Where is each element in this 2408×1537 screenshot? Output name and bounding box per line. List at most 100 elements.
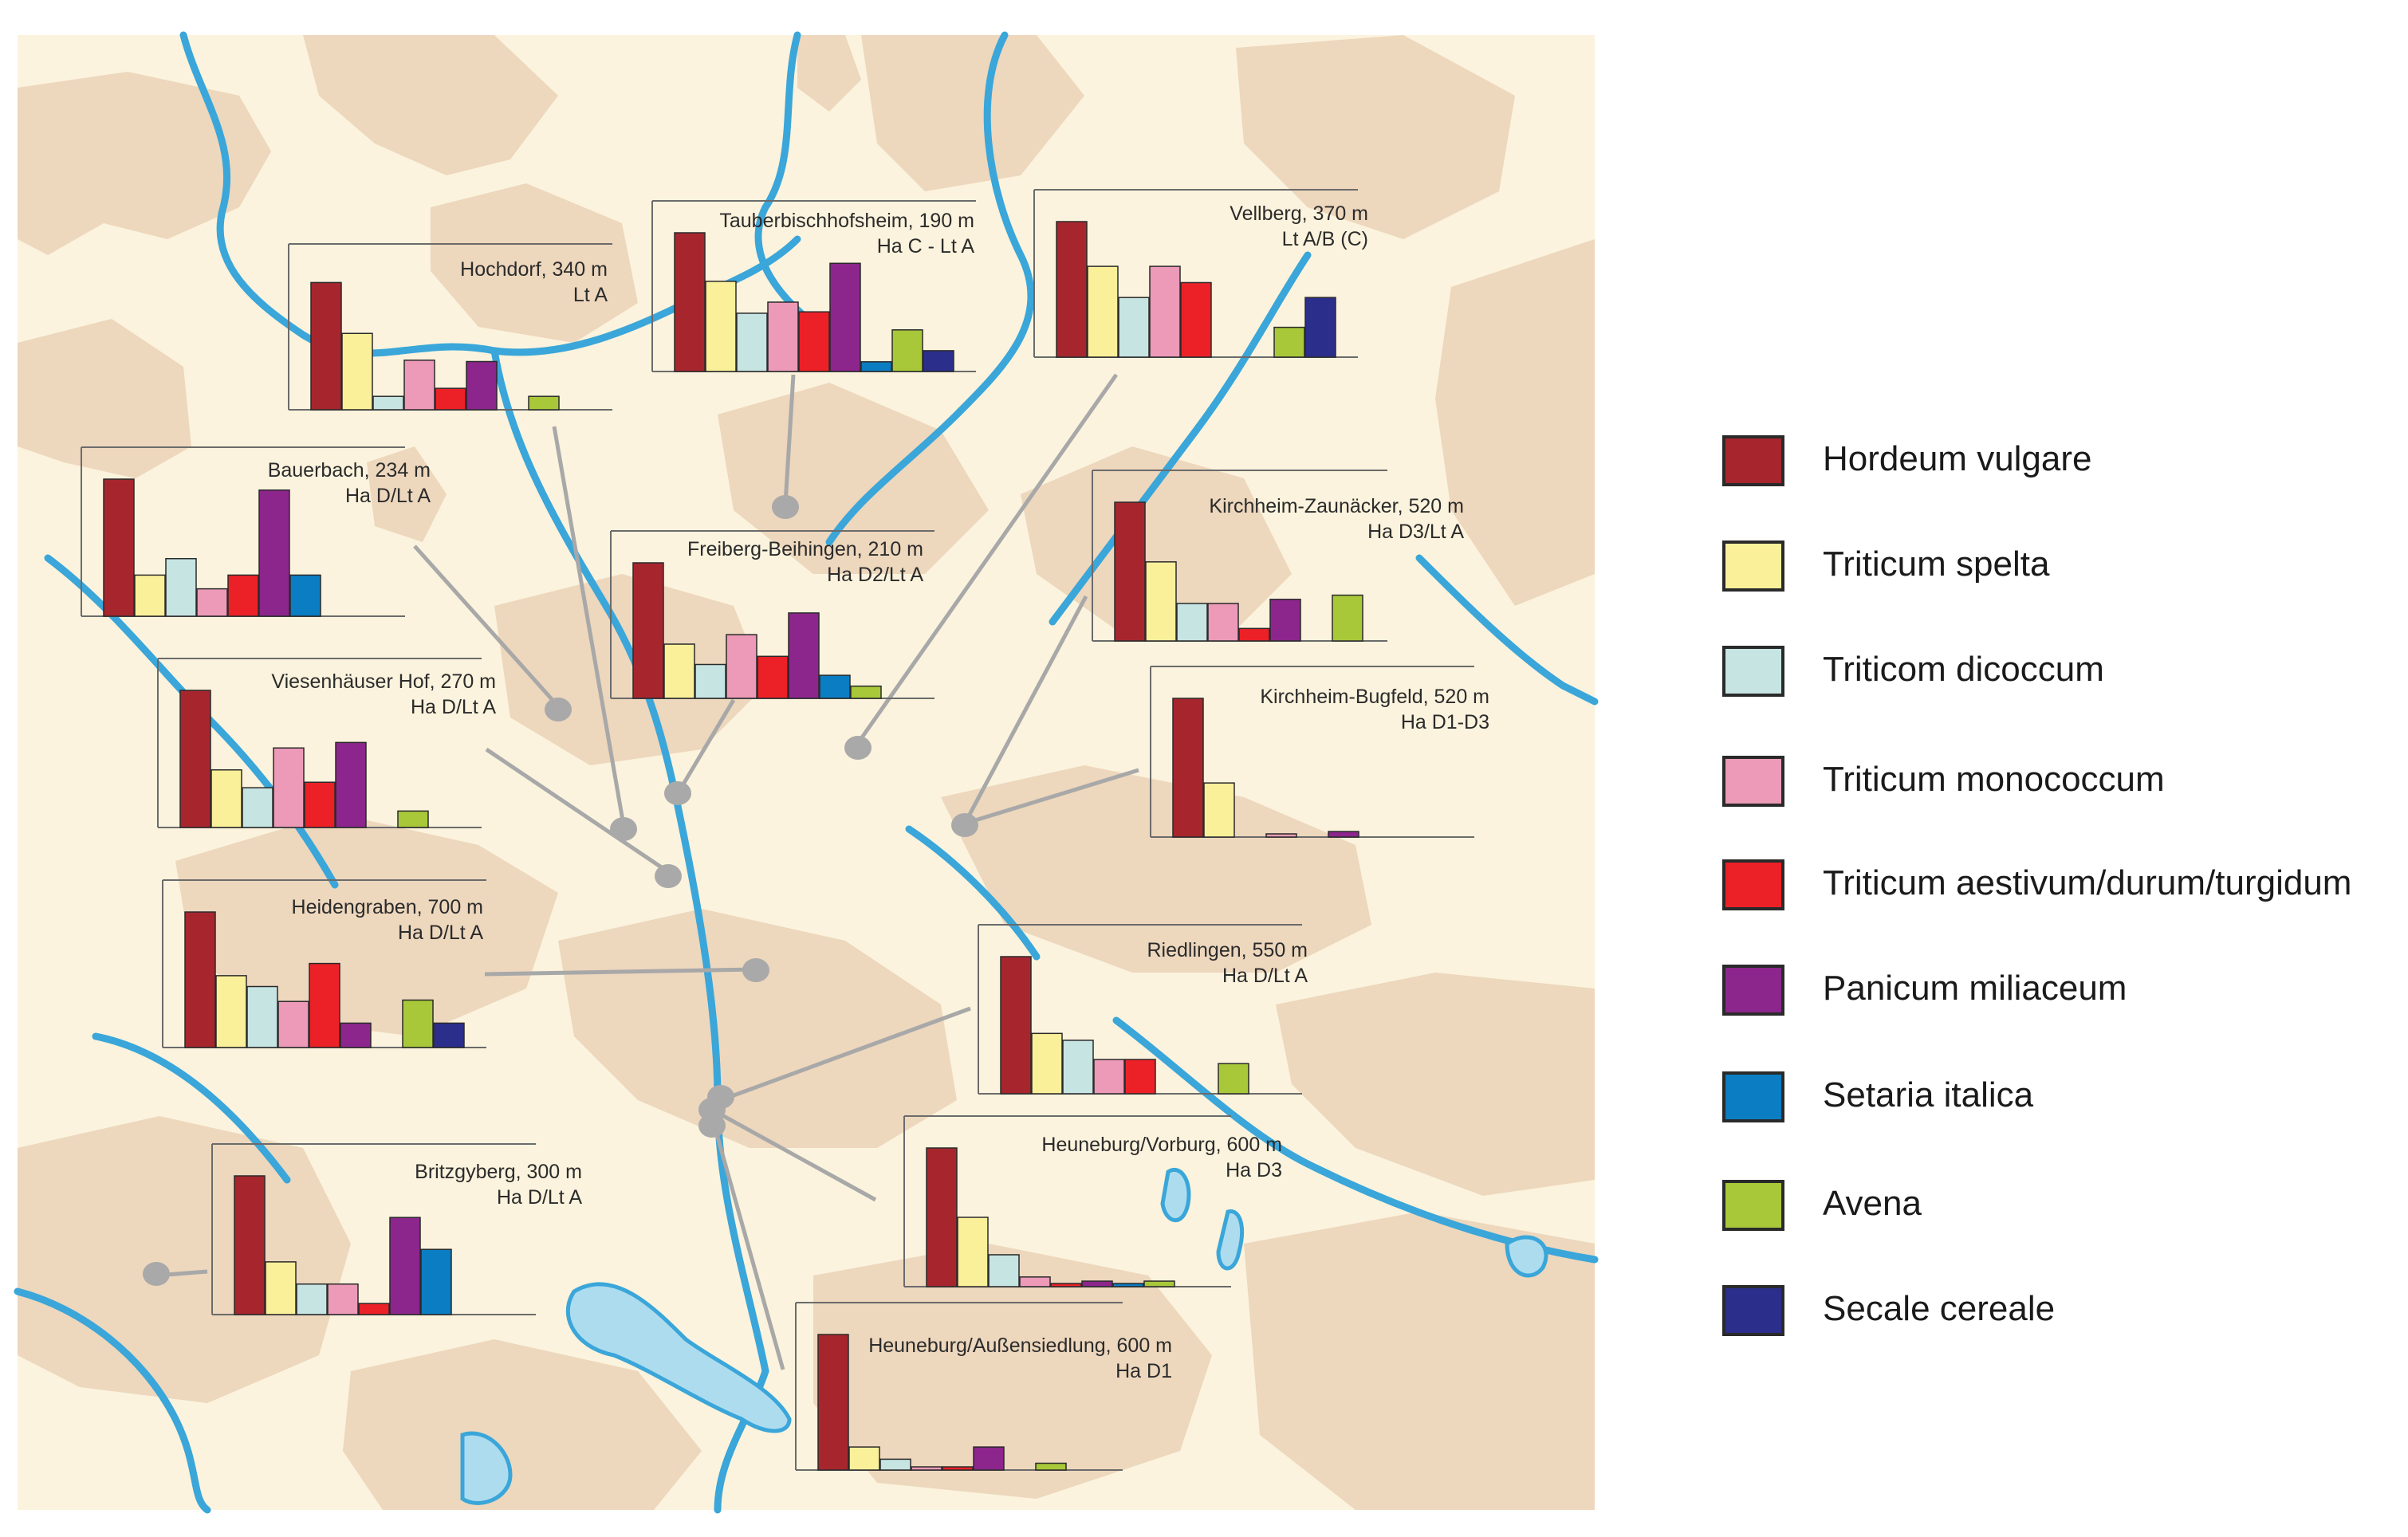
site-name: Freiberg-Beihingen, 210 m [687,538,923,560]
bar [1304,297,1336,358]
site-period: Ha D1 [1115,1360,1172,1382]
leader-heuneburg-vorburg [719,1112,877,1202]
bar [289,574,321,617]
bar [1035,1462,1067,1471]
bar [848,1446,880,1471]
bar [196,588,228,617]
bar [466,360,498,411]
site-chart: Riedlingen, 550 m Ha D/Lt A [978,924,1308,1095]
bar [265,1261,297,1315]
bar [402,999,434,1048]
site-name: Heuneburg/Vorburg, 600 m [1041,1134,1282,1156]
site-period: Ha D/Lt A [497,1186,582,1209]
bar [891,329,923,372]
pin-vellberg [844,736,872,760]
bar [1238,627,1270,642]
site-pins [143,495,978,1286]
site-chart: Britzgyberg, 300 m Ha D/Lt A [211,1143,582,1315]
bar [528,395,560,411]
bar [327,1283,359,1315]
leader-heuneburg-aussen [712,1125,785,1370]
bar [819,674,851,699]
site-chart: Kirchheim-Bugfeld, 520 m Ha D1-D3 [1150,666,1489,838]
site-period: Ha D/Lt A [411,696,496,718]
leader-kirchheim-zaunaecker [962,595,1088,825]
legend-label: Secale cereale [1823,1289,2056,1328]
bar [911,1466,942,1471]
bar [296,1283,328,1315]
site-name: Britzgyberg, 300 m [415,1161,582,1183]
bar [879,1458,911,1471]
pin-britzgyberg [143,1262,170,1286]
legend-swatch [1722,435,1784,486]
site-name: Bauerbach, 234 m [268,459,431,482]
bar [403,360,435,411]
bar [767,301,799,372]
legend-label: Triticum aestivum/durum/turgidum [1823,863,2352,902]
legend-swatch [1722,859,1784,910]
bar [134,574,166,617]
bar [829,262,861,372]
bar [757,655,789,699]
bar [1207,603,1239,642]
bar [736,313,768,372]
legend-item: Triticum spelta [1722,536,2392,599]
bar [1143,1280,1175,1287]
leader-heidengraben [484,967,757,977]
bar [309,962,340,1048]
bar [227,574,259,617]
bar [798,311,830,372]
legend-item: Panicum miliaceum [1722,960,2392,1024]
site-chart: Tauberbischhofsheim, 190 m Ha C - Lt A [651,200,976,372]
bar [1031,1032,1063,1095]
bar [215,975,247,1048]
bar [663,643,695,699]
bar [674,232,706,372]
bar [304,781,336,828]
legend-swatch [1722,756,1784,807]
bar [860,361,892,372]
site-period: Ha D1-D3 [1401,711,1489,733]
site-chart: Vellberg, 370 m Lt A/B (C) [1033,189,1368,358]
bar [1172,698,1204,838]
bar [1176,603,1208,642]
bar [632,562,664,699]
bar [1180,281,1212,358]
bar [926,1147,958,1287]
site-name: Riedlingen, 550 m [1147,939,1308,961]
bar [1332,594,1363,642]
bar [341,332,373,411]
legend-item: Triticom dicoccum [1722,641,2392,705]
bar [1328,831,1359,838]
bar [817,1334,849,1471]
bar [1118,297,1150,358]
bar [1000,956,1032,1095]
site-chart: Hochdorf, 340 m Lt A [288,243,612,411]
bar [726,634,757,699]
pin-tauberbischhofsheim [772,495,799,519]
site-name: Tauberbischhofsheim, 190 m [719,210,974,232]
bar [1019,1276,1051,1287]
pin-freiberg [664,781,691,805]
legend-label: Setaria italica [1823,1075,2034,1114]
bar [1265,833,1297,838]
site-period: Ha D/Lt A [1222,965,1308,987]
bar [1087,265,1119,358]
legend-label: Triticom dicoccum [1823,650,2104,689]
legend-label: Triticum spelta [1823,544,2050,584]
legend-label: Hordeum vulgare [1823,439,2092,478]
site-period: Ha D3/Lt A [1367,521,1464,543]
bar [1145,561,1177,642]
bar [850,685,882,699]
legend-swatch [1722,1285,1784,1336]
pin-hochdorf [610,817,637,841]
bar [1203,782,1235,838]
bar [1093,1059,1125,1095]
bar [1112,1283,1144,1287]
bar [1062,1040,1094,1095]
bar [246,985,278,1048]
bar [372,395,404,411]
bar [694,663,726,699]
leader-riedlingen [720,1006,971,1103]
